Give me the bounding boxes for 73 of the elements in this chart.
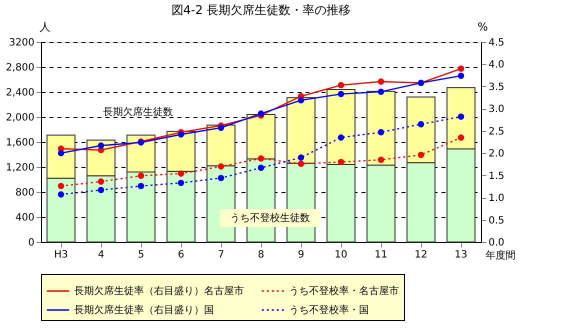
point	[298, 154, 304, 161]
series-label: うち不登校生徒数	[230, 212, 310, 224]
point	[458, 134, 464, 141]
y-tick-label: 0	[28, 238, 34, 248]
y2-axis-title: %	[478, 20, 488, 34]
point	[418, 152, 424, 158]
point	[338, 82, 344, 88]
point	[178, 131, 184, 138]
point	[458, 72, 464, 79]
y2-tick-label: 3.0	[488, 104, 504, 116]
point	[378, 156, 384, 163]
x-axis-title: 年度間	[486, 250, 516, 262]
point	[458, 114, 464, 120]
x-tick-label: H3	[54, 250, 68, 260]
point	[218, 124, 224, 131]
x-tick-label: 4	[98, 250, 104, 260]
point	[418, 121, 424, 128]
y2-tick-label: 0.5	[488, 215, 504, 226]
y-tick-label: 3200	[9, 38, 34, 48]
point	[258, 164, 264, 171]
point	[378, 88, 384, 95]
y-axis-title: 人	[40, 20, 50, 34]
y-tick-label: 800	[15, 188, 34, 198]
y-tick-label: 1,600	[6, 138, 34, 148]
x-tick-label: 10	[334, 250, 348, 260]
x-tick-label: 12	[414, 250, 428, 260]
series-label: 長期欠席生徒数	[102, 106, 173, 118]
y2-tick-label: 4.5	[488, 38, 504, 48]
y-tick-label: 2,800	[6, 62, 34, 74]
y2-tick-label: 4.0	[488, 60, 504, 71]
point	[58, 191, 64, 198]
y-tick-label: 2,000	[6, 112, 34, 124]
x-tick-label: 8	[258, 250, 264, 260]
chart-title: 図4-2 長期欠席生徒数・率の推移	[171, 3, 351, 17]
y2-tick-label: 2.0	[488, 148, 504, 160]
point	[98, 142, 104, 149]
x-tick-label: 13	[454, 250, 468, 260]
legend-label: 長期欠席生徒率（右目盛り）名古屋市	[74, 285, 244, 297]
point	[298, 160, 304, 167]
point	[338, 158, 344, 166]
y-tick-label: 2,400	[6, 88, 34, 98]
point	[378, 129, 384, 136]
y2-tick-label: 3.5	[488, 82, 504, 93]
x-tick-label: 7	[218, 250, 224, 260]
point	[138, 172, 144, 179]
point	[98, 178, 104, 185]
x-tick-label: 6	[178, 250, 184, 260]
point	[138, 182, 144, 190]
point	[178, 170, 184, 177]
y2-tick-label: 1.5	[488, 170, 504, 182]
y2-tick-label: 2.5	[488, 126, 504, 138]
y-tick-label: 1,200	[6, 162, 34, 174]
y2-tick-label: 0.0	[488, 238, 504, 248]
legend-label: うち不登校率・国	[289, 304, 369, 316]
point	[218, 174, 224, 182]
point	[298, 97, 304, 104]
point	[338, 134, 344, 141]
legend-label: うち不登校率・名古屋市	[289, 285, 399, 297]
point	[178, 180, 184, 186]
point	[258, 155, 264, 162]
point	[58, 150, 64, 156]
point	[58, 182, 64, 190]
point	[458, 66, 464, 72]
x-tick-label: 9	[298, 250, 304, 260]
y-tick-label: 400	[15, 212, 34, 224]
point	[98, 186, 104, 194]
legend-label: 長期欠席生徒率（右目盛り）国	[74, 304, 214, 316]
x-tick-label: 5	[138, 250, 144, 260]
point	[338, 90, 344, 98]
point	[378, 78, 384, 85]
x-tick-label: 11	[374, 250, 388, 260]
y2-tick-label: 1.0	[488, 193, 504, 204]
point	[218, 163, 224, 170]
